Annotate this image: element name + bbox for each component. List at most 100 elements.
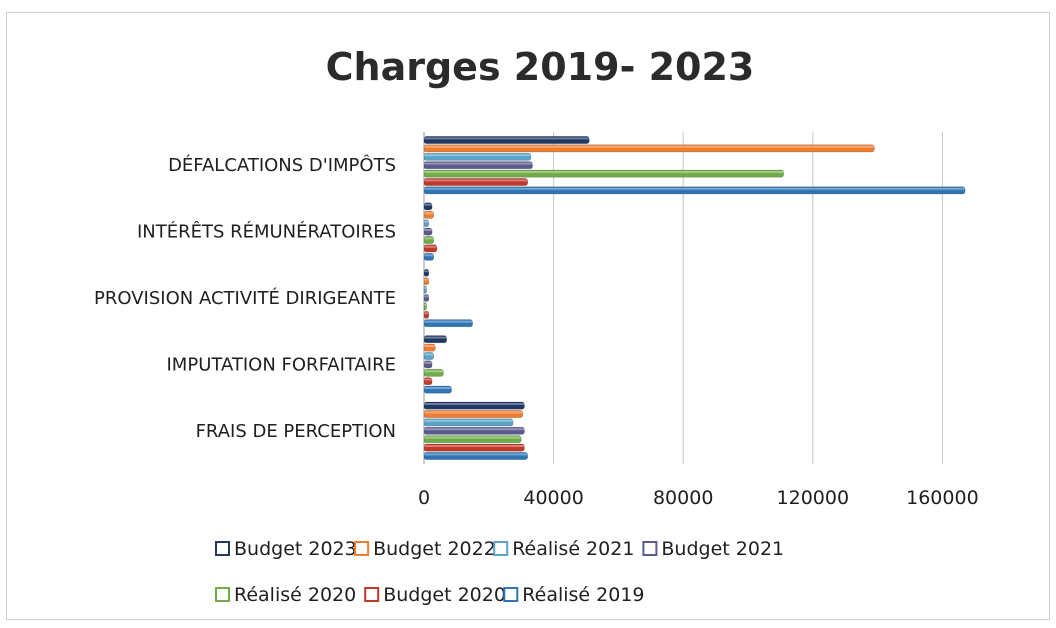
- bar: [423, 136, 590, 144]
- legend-swatch: [354, 541, 370, 556]
- bar-highlight: [424, 137, 590, 140]
- bar-highlight: [424, 237, 434, 240]
- bar-highlight: [424, 403, 525, 405]
- x-tick-label: 0: [418, 487, 430, 509]
- x-axis-ticks: 0 40000 80000 120000 160000: [418, 487, 979, 509]
- bar: [423, 418, 514, 427]
- bar-highlight: [424, 345, 436, 347]
- category-labels: FRAIS DE PERCEPTION IMPUTATION FORFAITAIR…: [94, 154, 396, 442]
- legend: Budget 2023 Budget 2022 Réalisé 2021 Budget…: [215, 538, 784, 606]
- bar: [423, 285, 427, 294]
- bar-highlight: [424, 370, 444, 373]
- category-label: DÉFALCATIONS D'IMPÔTS: [168, 154, 396, 176]
- bar-highlight: [424, 270, 429, 273]
- category-label: PROVISION ACTIVITÉ DIRIGEANTE: [94, 287, 396, 309]
- bar-highlight: [424, 436, 522, 439]
- x-tick-label: 120000: [777, 487, 850, 509]
- bar-highlight: [424, 445, 525, 447]
- legend-swatch: [642, 541, 658, 556]
- bar-highlight: [424, 203, 433, 206]
- bar: [423, 244, 438, 253]
- bar: [423, 368, 444, 377]
- bar: [423, 310, 430, 319]
- bar: [423, 178, 528, 186]
- bar: [423, 352, 435, 360]
- chart-frame: [6, 12, 1050, 620]
- bar-highlight: [424, 320, 473, 323]
- bar-highlight: [424, 220, 429, 223]
- bar: [423, 186, 966, 195]
- category-label: IMPUTATION FORFAITAIRE: [167, 354, 397, 375]
- bar-highlight: [424, 229, 433, 231]
- bar: [423, 277, 430, 286]
- bar: [423, 219, 430, 228]
- bar-highlight: [424, 312, 429, 315]
- bar: [423, 452, 528, 460]
- bar-highlight: [424, 453, 528, 456]
- bar-highlight: [424, 154, 531, 157]
- bar: [423, 210, 435, 219]
- bar: [423, 443, 525, 452]
- bar: [423, 401, 525, 410]
- bar: [423, 360, 433, 369]
- bar-highlight: [424, 162, 533, 165]
- bar: [423, 426, 525, 435]
- bars: [423, 136, 966, 460]
- bar: [423, 335, 447, 344]
- bar: [423, 319, 473, 328]
- bar: [423, 302, 427, 311]
- bar-highlight: [424, 378, 433, 381]
- bar-highlight: [424, 303, 427, 306]
- bar: [423, 410, 524, 418]
- legend-label: Budget 2020: [383, 584, 506, 606]
- bar: [423, 152, 532, 161]
- bar: [423, 294, 430, 302]
- x-tick-label: 80000: [653, 487, 713, 509]
- bar: [423, 343, 436, 352]
- bar-highlight: [424, 419, 514, 422]
- bar-highlight: [424, 295, 429, 298]
- legend-swatch: [503, 587, 519, 602]
- legend-label: Budget 2023: [234, 538, 357, 560]
- bar: [423, 268, 430, 277]
- bar-highlight: [424, 361, 433, 364]
- legend-label: Budget 2021: [661, 538, 784, 560]
- legend-label: Réalisé 2021: [512, 538, 634, 560]
- bar: [423, 252, 435, 261]
- bar-highlight: [424, 145, 875, 148]
- x-tick-label: 40000: [523, 487, 583, 509]
- category-label: FRAIS DE PERCEPTION: [196, 421, 396, 442]
- bar: [423, 227, 433, 236]
- bar-highlight: [424, 336, 447, 339]
- bar-highlight: [424, 212, 434, 215]
- legend-swatch: [215, 541, 230, 556]
- x-tick-label: 160000: [906, 487, 979, 509]
- legend-swatch: [215, 587, 230, 602]
- bar: [423, 435, 522, 444]
- chart-title: Charges 2019- 2023: [326, 45, 755, 89]
- bar-highlight: [424, 179, 528, 182]
- legend-swatch: [493, 541, 509, 556]
- category-label: INTÉRÊTS RÉMUNÉRATOIRES: [137, 221, 396, 243]
- bar: [423, 236, 435, 244]
- bar-highlight: [424, 245, 437, 248]
- bar: [423, 385, 452, 394]
- bar: [423, 377, 433, 386]
- bar: [423, 202, 433, 211]
- legend-label: Réalisé 2020: [234, 584, 356, 606]
- bar: [423, 144, 875, 153]
- bar-highlight: [424, 254, 434, 257]
- bar-highlight: [424, 428, 525, 431]
- bar-highlight: [424, 411, 523, 414]
- bar: [423, 169, 784, 178]
- legend-swatch: [364, 587, 380, 602]
- bar: [423, 161, 533, 170]
- bar-highlight: [424, 353, 434, 356]
- legend-label: Budget 2022: [373, 538, 496, 560]
- bar-highlight: [424, 287, 427, 289]
- bar-highlight: [424, 171, 784, 173]
- bar-highlight: [424, 278, 429, 281]
- bar-highlight: [424, 387, 452, 389]
- bar-highlight: [424, 187, 966, 190]
